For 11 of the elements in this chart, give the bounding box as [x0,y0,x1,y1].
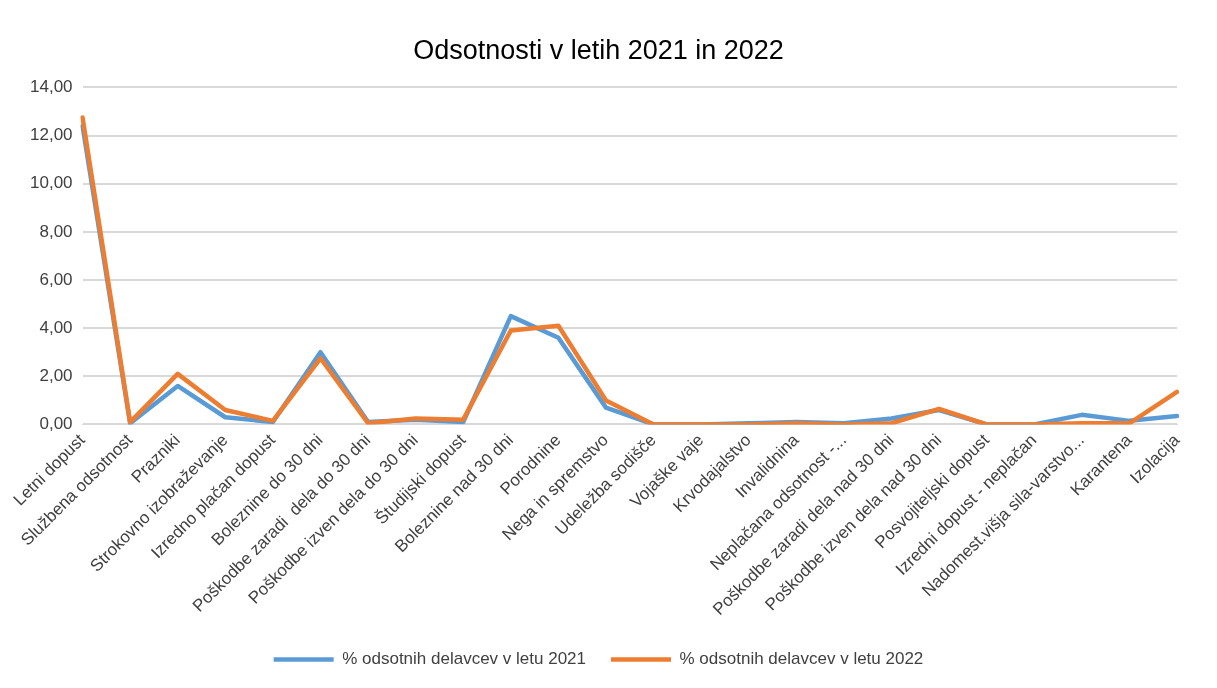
y-tick-label: 8,00 [39,221,73,241]
y-tick-label: 4,00 [39,317,73,337]
y-tick-label: 6,00 [39,269,73,289]
y-tick-label: 0,00 [39,414,73,434]
y-tick-label: 10,00 [29,173,73,193]
y-tick-label: 12,00 [29,125,73,145]
chart-title: Odsotnosti v letih 2021 in 2022 [413,34,784,65]
y-tick-label: 14,00 [29,77,73,97]
legend-label: % odsotnih delavcev v letu 2022 [679,649,924,669]
y-tick-label: 2,00 [39,366,73,386]
legend-label: % odsotnih delavcev v letu 2021 [342,649,586,669]
